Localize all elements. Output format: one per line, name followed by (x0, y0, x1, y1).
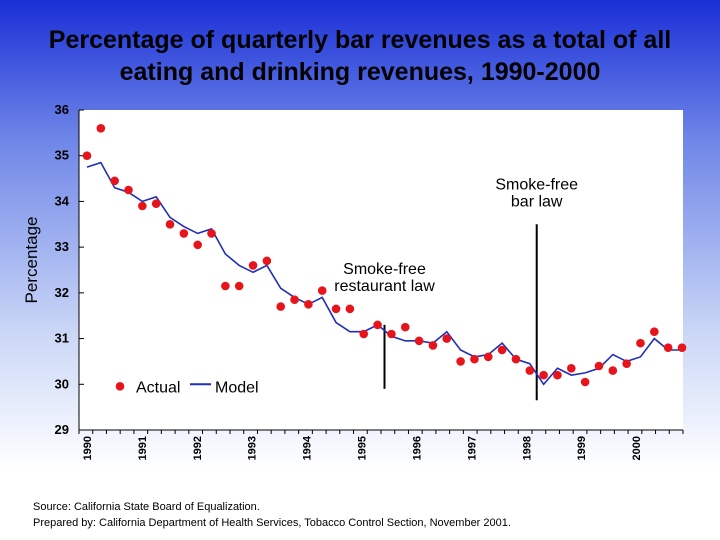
actual-data-point (290, 295, 299, 305)
actual-data-point (650, 327, 659, 337)
x-tick-label: 1999 (576, 436, 588, 460)
actual-data-point (608, 366, 618, 375)
annotation-label: Smoke-free (495, 176, 578, 193)
legend-actual-label: Actual (136, 379, 180, 396)
actual-data-point (553, 370, 562, 380)
actual-data-point (248, 261, 258, 270)
actual-data-point (663, 343, 673, 353)
actual-data-point (525, 366, 535, 375)
y-tick-label: 32 (55, 285, 69, 300)
actual-data-point (304, 299, 313, 309)
actual-data-point (331, 304, 341, 314)
actual-data-point (567, 363, 576, 373)
footer: Source: California State Board of Equali… (33, 499, 511, 531)
actual-data-point (179, 229, 189, 238)
y-tick-label: 31 (55, 331, 69, 346)
x-tick-label: 1994 (302, 435, 314, 460)
actual-data-point (483, 352, 493, 362)
y-tick-label: 35 (55, 148, 69, 163)
actual-data-point (636, 338, 645, 348)
actual-data-point (414, 336, 424, 346)
chart-title-line-1: Percentage of quarterly bar revenues as … (48, 26, 672, 54)
actual-data-point (497, 345, 507, 355)
x-tick-label: 2000 (631, 436, 643, 460)
actual-data-point (165, 219, 175, 229)
model-series-line (86, 161, 682, 386)
x-tick-label: 1990 (82, 436, 94, 460)
actual-data-point (138, 201, 147, 211)
actual-data-point (207, 229, 216, 238)
actual-data-point (442, 334, 452, 343)
actual-data-point (677, 343, 687, 353)
y-tick-label: 29 (55, 422, 69, 437)
footer-prepared: Prepared by: California Department of He… (33, 517, 511, 529)
y-tick-label: 36 (55, 102, 69, 117)
actual-data-point (234, 281, 244, 291)
x-tick-label: 1996 (411, 436, 423, 460)
actual-data-point (387, 329, 396, 339)
actual-data-point (373, 320, 382, 330)
chart-title: Percentage of quarterly bar revenues as … (0, 24, 720, 88)
actual-data-point (124, 185, 133, 195)
x-tick-label: 1993 (247, 436, 259, 460)
actual-data-point (96, 123, 106, 133)
y-axis-title: Percentage (22, 217, 41, 304)
x-tick-label: 1992 (192, 436, 204, 460)
actual-data-point (359, 329, 369, 339)
actual-data-point (221, 281, 230, 291)
actual-data-point (82, 151, 92, 161)
chart-title-line-2: eating and drinking revenues, 1990-2000 (119, 58, 601, 86)
annotation-label: Smoke-free (343, 261, 426, 278)
actual-data-point (400, 322, 410, 332)
x-tick-label: 1995 (357, 436, 369, 460)
actual-data-point (456, 357, 465, 366)
actual-data-point (276, 302, 286, 311)
actual-data-point (511, 354, 521, 364)
x-tick-label: 1998 (521, 436, 533, 460)
annotation-label: restaurant law (334, 278, 435, 295)
x-tick-label: 1991 (137, 436, 149, 460)
legend-actual-marker (115, 381, 125, 391)
actual-data-point (345, 304, 355, 314)
actual-data-point (262, 256, 272, 266)
y-tick-label: 33 (55, 239, 69, 254)
y-tick-label: 34 (55, 193, 70, 208)
actual-data-point (580, 377, 590, 387)
actual-data-point (622, 359, 631, 369)
y-tick-label: 30 (55, 376, 69, 391)
actual-data-point (317, 286, 327, 295)
actual-data-point (428, 341, 438, 350)
actual-data-point (151, 199, 161, 209)
annotation-label: bar law (511, 193, 563, 210)
actual-data-point (193, 240, 202, 250)
actual-data-point (470, 354, 479, 364)
x-tick-label: 1997 (466, 436, 478, 460)
legend-box (106, 370, 268, 399)
legend-model-label: Model (215, 379, 259, 396)
actual-data-point (539, 370, 548, 380)
actual-data-point (110, 176, 119, 186)
actual-data-point (594, 361, 604, 371)
footer-source: Source: California State Board of Equali… (33, 501, 260, 513)
